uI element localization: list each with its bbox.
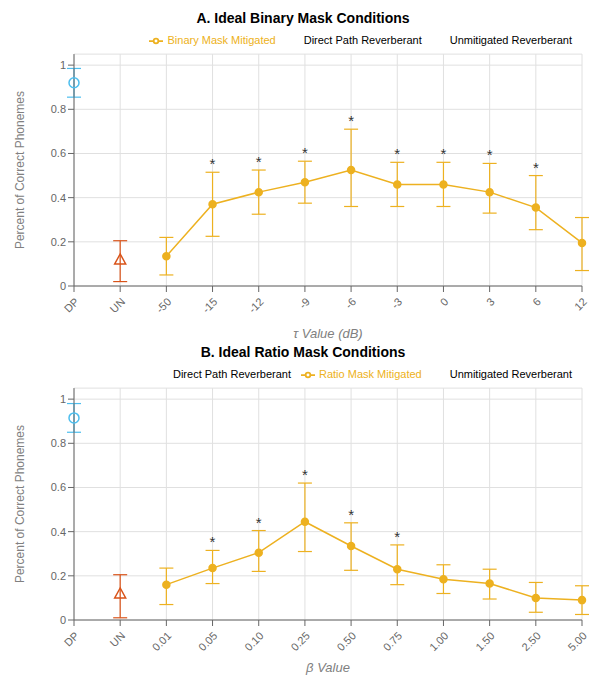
svg-text:-50: -50 bbox=[154, 295, 174, 315]
svg-text:*: * bbox=[210, 533, 216, 550]
svg-text:*: * bbox=[302, 144, 308, 161]
svg-text:0.01: 0.01 bbox=[150, 629, 174, 653]
svg-text:-6: -6 bbox=[343, 295, 358, 310]
svg-text:DP: DP bbox=[62, 295, 81, 314]
svg-text:β Value: β Value bbox=[305, 660, 350, 675]
svg-text:*: * bbox=[348, 112, 354, 129]
svg-text:*: * bbox=[348, 506, 354, 523]
svg-text:*: * bbox=[256, 153, 262, 170]
svg-text:3: 3 bbox=[484, 295, 497, 308]
svg-text:-9: -9 bbox=[297, 295, 312, 310]
svg-text:*: * bbox=[533, 159, 539, 176]
svg-text:UN: UN bbox=[108, 629, 128, 649]
svg-text:*: * bbox=[256, 514, 262, 531]
html-text:Direct Path Reverberant: Direct Path Reverberant bbox=[303, 34, 422, 46]
svg-text:0: 0 bbox=[60, 614, 66, 626]
html-text:Unmitigated Reverberant: Unmitigated Reverberant bbox=[449, 368, 572, 380]
svg-text:1.00: 1.00 bbox=[427, 629, 451, 653]
svg-text:0.4: 0.4 bbox=[51, 192, 66, 204]
svg-text:0.8: 0.8 bbox=[51, 103, 66, 115]
svg-text:*: * bbox=[394, 528, 400, 545]
svg-text:-15: -15 bbox=[200, 295, 220, 315]
svg-text:UN: UN bbox=[108, 295, 128, 315]
html-text:Unmitigated Reverberant: Unmitigated Reverberant bbox=[449, 34, 572, 46]
svg-text:1.50: 1.50 bbox=[473, 629, 497, 653]
html-text:Direct Path Reverberant: Direct Path Reverberant bbox=[173, 368, 291, 380]
svg-text:1: 1 bbox=[60, 59, 66, 71]
svg-text:*: * bbox=[302, 466, 308, 483]
svg-text:0.05: 0.05 bbox=[196, 629, 220, 653]
html-text:B. Ideal Ratio Mask Conditions: B. Ideal Ratio Mask Conditions bbox=[200, 344, 406, 360]
svg-text:0: 0 bbox=[438, 295, 451, 308]
svg-text:6: 6 bbox=[530, 295, 543, 308]
svg-text:*: * bbox=[441, 145, 447, 162]
svg-text:*: * bbox=[394, 145, 400, 162]
svg-text:Percent of Correct Phonemes: Percent of Correct Phonemes bbox=[13, 91, 27, 249]
svg-text:5.00: 5.00 bbox=[565, 629, 589, 653]
svg-text:*: * bbox=[487, 146, 493, 163]
svg-text:12: 12 bbox=[572, 295, 589, 312]
svg-text:0.2: 0.2 bbox=[51, 236, 66, 248]
svg-text:Percent of Correct Phonemes: Percent of Correct Phonemes bbox=[13, 425, 27, 583]
svg-text:0.75: 0.75 bbox=[381, 629, 405, 653]
svg-text:0.50: 0.50 bbox=[335, 629, 359, 653]
html-text:A. Ideal Binary Mask Condition: A. Ideal Binary Mask Conditions bbox=[196, 10, 410, 26]
svg-text:0.6: 0.6 bbox=[51, 147, 66, 159]
svg-text:τ Value (dB): τ Value (dB) bbox=[293, 326, 362, 341]
svg-text:0.25: 0.25 bbox=[288, 629, 312, 653]
svg-text:*: * bbox=[210, 155, 216, 172]
svg-text:0.4: 0.4 bbox=[51, 526, 66, 538]
svg-text:0.10: 0.10 bbox=[242, 629, 266, 653]
svg-text:0.2: 0.2 bbox=[51, 570, 66, 582]
html-text:Ratio Mask Mitigated: Ratio Mask Mitigated bbox=[319, 368, 422, 380]
svg-text:2.50: 2.50 bbox=[519, 629, 543, 653]
html-text:Binary Mask Mitigated: Binary Mask Mitigated bbox=[167, 34, 276, 46]
svg-text:0.6: 0.6 bbox=[51, 481, 66, 493]
svg-text:DP: DP bbox=[62, 629, 81, 648]
svg-text:0.8: 0.8 bbox=[51, 437, 66, 449]
svg-text:0: 0 bbox=[60, 280, 66, 292]
svg-text:1: 1 bbox=[60, 393, 66, 405]
svg-text:-12: -12 bbox=[246, 295, 266, 315]
svg-text:-3: -3 bbox=[389, 295, 404, 310]
